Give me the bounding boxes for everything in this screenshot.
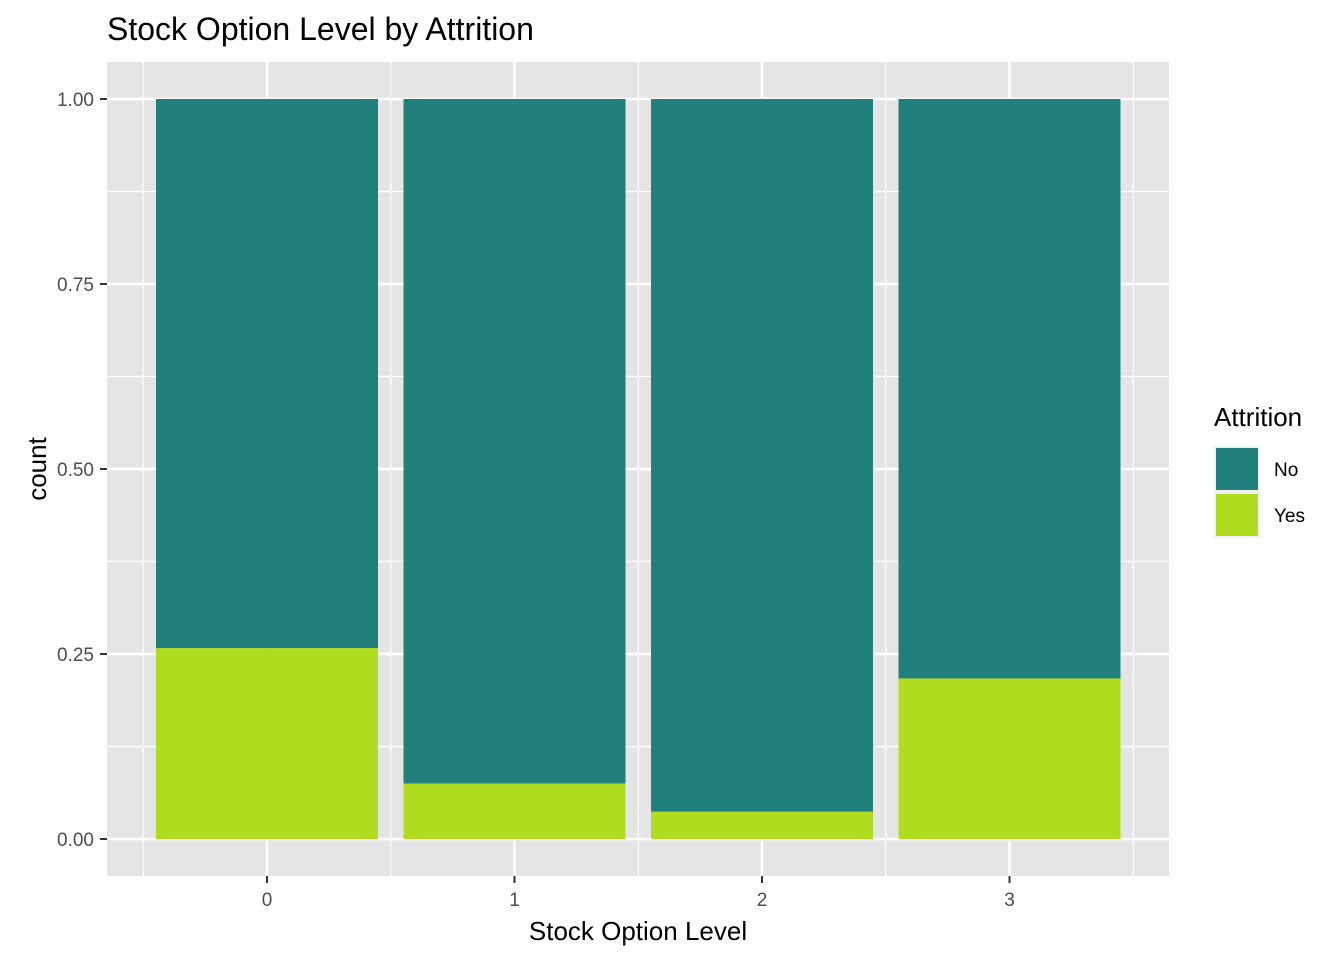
y-tick-label: 0.00 <box>57 830 94 851</box>
y-tick-label: 0.50 <box>57 460 94 481</box>
x-tick-label: 1 <box>509 890 520 911</box>
bar-yes-0 <box>156 648 378 839</box>
x-tick-label: 3 <box>1004 890 1015 911</box>
bar-yes-3 <box>898 678 1121 839</box>
bar-yes-2 <box>651 811 873 839</box>
y-tick-label: 0.75 <box>57 275 94 296</box>
legend-title: Attrition <box>1214 402 1302 432</box>
legend-label-no: No <box>1274 460 1298 481</box>
bar-yes-1 <box>403 783 626 839</box>
y-axis: 0.00 0.25 0.50 0.75 1.00 <box>57 90 107 851</box>
y-tick-label: 1.00 <box>57 90 94 111</box>
y-tick-label: 0.25 <box>57 645 94 666</box>
x-tick-label: 0 <box>262 890 273 911</box>
x-axis: 0 1 2 3 <box>262 876 1015 911</box>
legend-label-yes: Yes <box>1274 506 1305 527</box>
bars <box>156 99 1121 839</box>
legend: Attrition No Yes <box>1214 402 1305 538</box>
bar-no-0 <box>156 99 378 649</box>
bar-no-3 <box>898 99 1121 679</box>
legend-key-yes <box>1216 494 1258 536</box>
x-tick-label: 2 <box>757 890 768 911</box>
y-axis-title: count <box>22 436 52 500</box>
chart-title: Stock Option Level by Attrition <box>107 11 534 47</box>
x-axis-title: Stock Option Level <box>529 916 747 946</box>
legend-key-no <box>1216 448 1258 490</box>
bar-no-1 <box>403 99 626 784</box>
bar-no-2 <box>651 99 873 812</box>
